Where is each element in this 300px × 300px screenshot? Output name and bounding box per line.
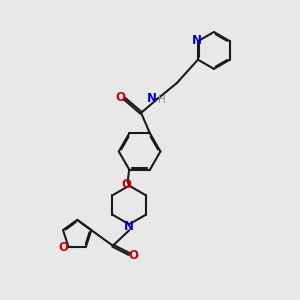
Text: N: N (124, 220, 134, 233)
Text: O: O (128, 249, 138, 262)
Text: N: N (192, 34, 202, 47)
Text: O: O (116, 91, 126, 104)
Text: O: O (59, 241, 69, 254)
Text: O: O (121, 178, 131, 191)
Text: N: N (147, 92, 157, 105)
Text: H: H (158, 95, 166, 105)
